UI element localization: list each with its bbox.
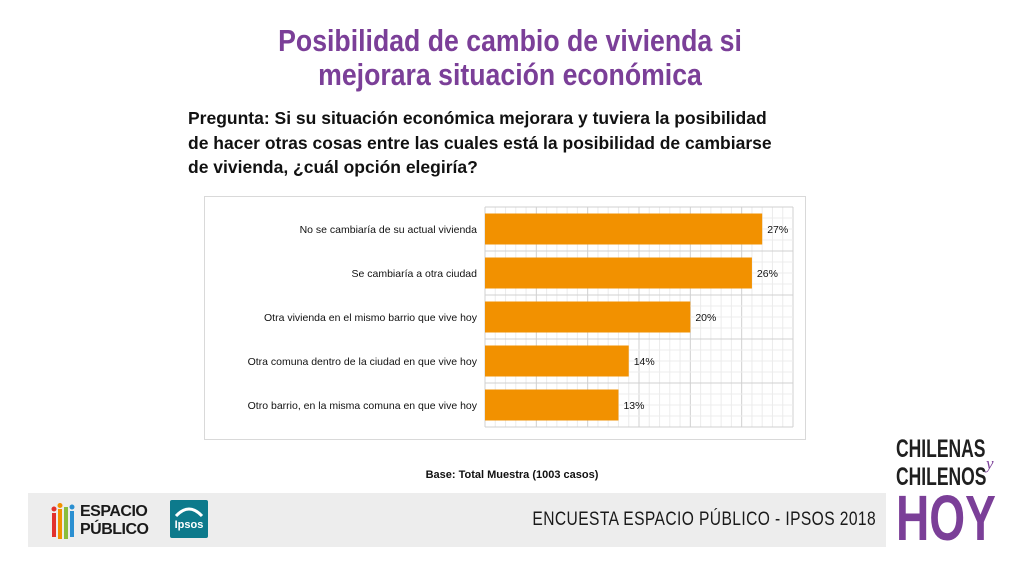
- value-label: 20%: [695, 312, 716, 324]
- espacio-publico-logo: ESPACIO PÚBLICO: [50, 501, 160, 541]
- bar-chart-svg: No se cambiaría de su actual vivienda 27%…: [248, 206, 794, 428]
- brand-y: y: [986, 454, 994, 473]
- category-label: Otra vivienda en el mismo barrio que viv…: [264, 312, 478, 324]
- bar: [485, 345, 629, 377]
- base-note: Base: Total Muestra (1003 casos): [425, 469, 599, 481]
- title-line-2: mejorara situación económica: [318, 57, 702, 92]
- brand-line-1: CHILENAS: [896, 435, 986, 463]
- bar: [485, 257, 752, 289]
- survey-label: ENCUESTA ESPACIO PÚBLICO - IPSOS 2018: [532, 509, 876, 530]
- question-line-3: de vivienda, ¿cuál opción elegiría?: [188, 157, 478, 177]
- value-label: 13%: [623, 400, 644, 412]
- slide-title: Posibilidad de cambio de vivienda si mej…: [200, 24, 819, 92]
- logo-line-1: ESPACIO: [80, 503, 148, 520]
- question-text: Pregunta: Si su situación económica mejo…: [188, 106, 848, 180]
- question-line-2: de hacer otras cosas entre las cuales es…: [188, 132, 772, 153]
- bar: [485, 301, 691, 333]
- ipsos-logo: Ipsos: [170, 500, 208, 538]
- value-label: 26%: [757, 268, 778, 280]
- category-label: Se cambiaría a otra ciudad: [352, 268, 478, 280]
- value-label: 14%: [634, 356, 655, 368]
- chilenas-chilenos-hoy-logo: CHILENAS y CHILENOS HOY: [896, 436, 1006, 556]
- espacio-publico-wordmark: ESPACIO PÚBLICO: [80, 503, 149, 539]
- ipsos-logo-icon: [174, 507, 204, 518]
- bar-chart: No se cambiaría de su actual vivienda 27%…: [204, 196, 806, 440]
- category-label: No se cambiaría de su actual vivienda: [300, 224, 478, 236]
- category-label: Otra comuna dentro de la ciudad en que v…: [248, 356, 478, 368]
- brand-hoy: HOY: [896, 482, 996, 554]
- question-line-1: Pregunta: Si su situación económica mejo…: [188, 108, 767, 128]
- brand-line-2: CHILENOS: [896, 463, 987, 491]
- bar: [485, 389, 619, 421]
- espacio-publico-logo-icon: [51, 503, 75, 539]
- bar: [485, 213, 763, 245]
- ipsos-label: Ipsos: [174, 519, 204, 531]
- logo-line-2: PÚBLICO: [80, 521, 149, 538]
- footer-bar: ESPACIO PÚBLICO Ipsos ENCUESTA ESPACIO P…: [28, 493, 886, 547]
- value-label: 27%: [767, 224, 788, 236]
- title-line-1: Posibilidad de cambio de vivienda si: [278, 23, 742, 58]
- category-label: Otro barrio, en la misma comuna en que v…: [248, 400, 478, 412]
